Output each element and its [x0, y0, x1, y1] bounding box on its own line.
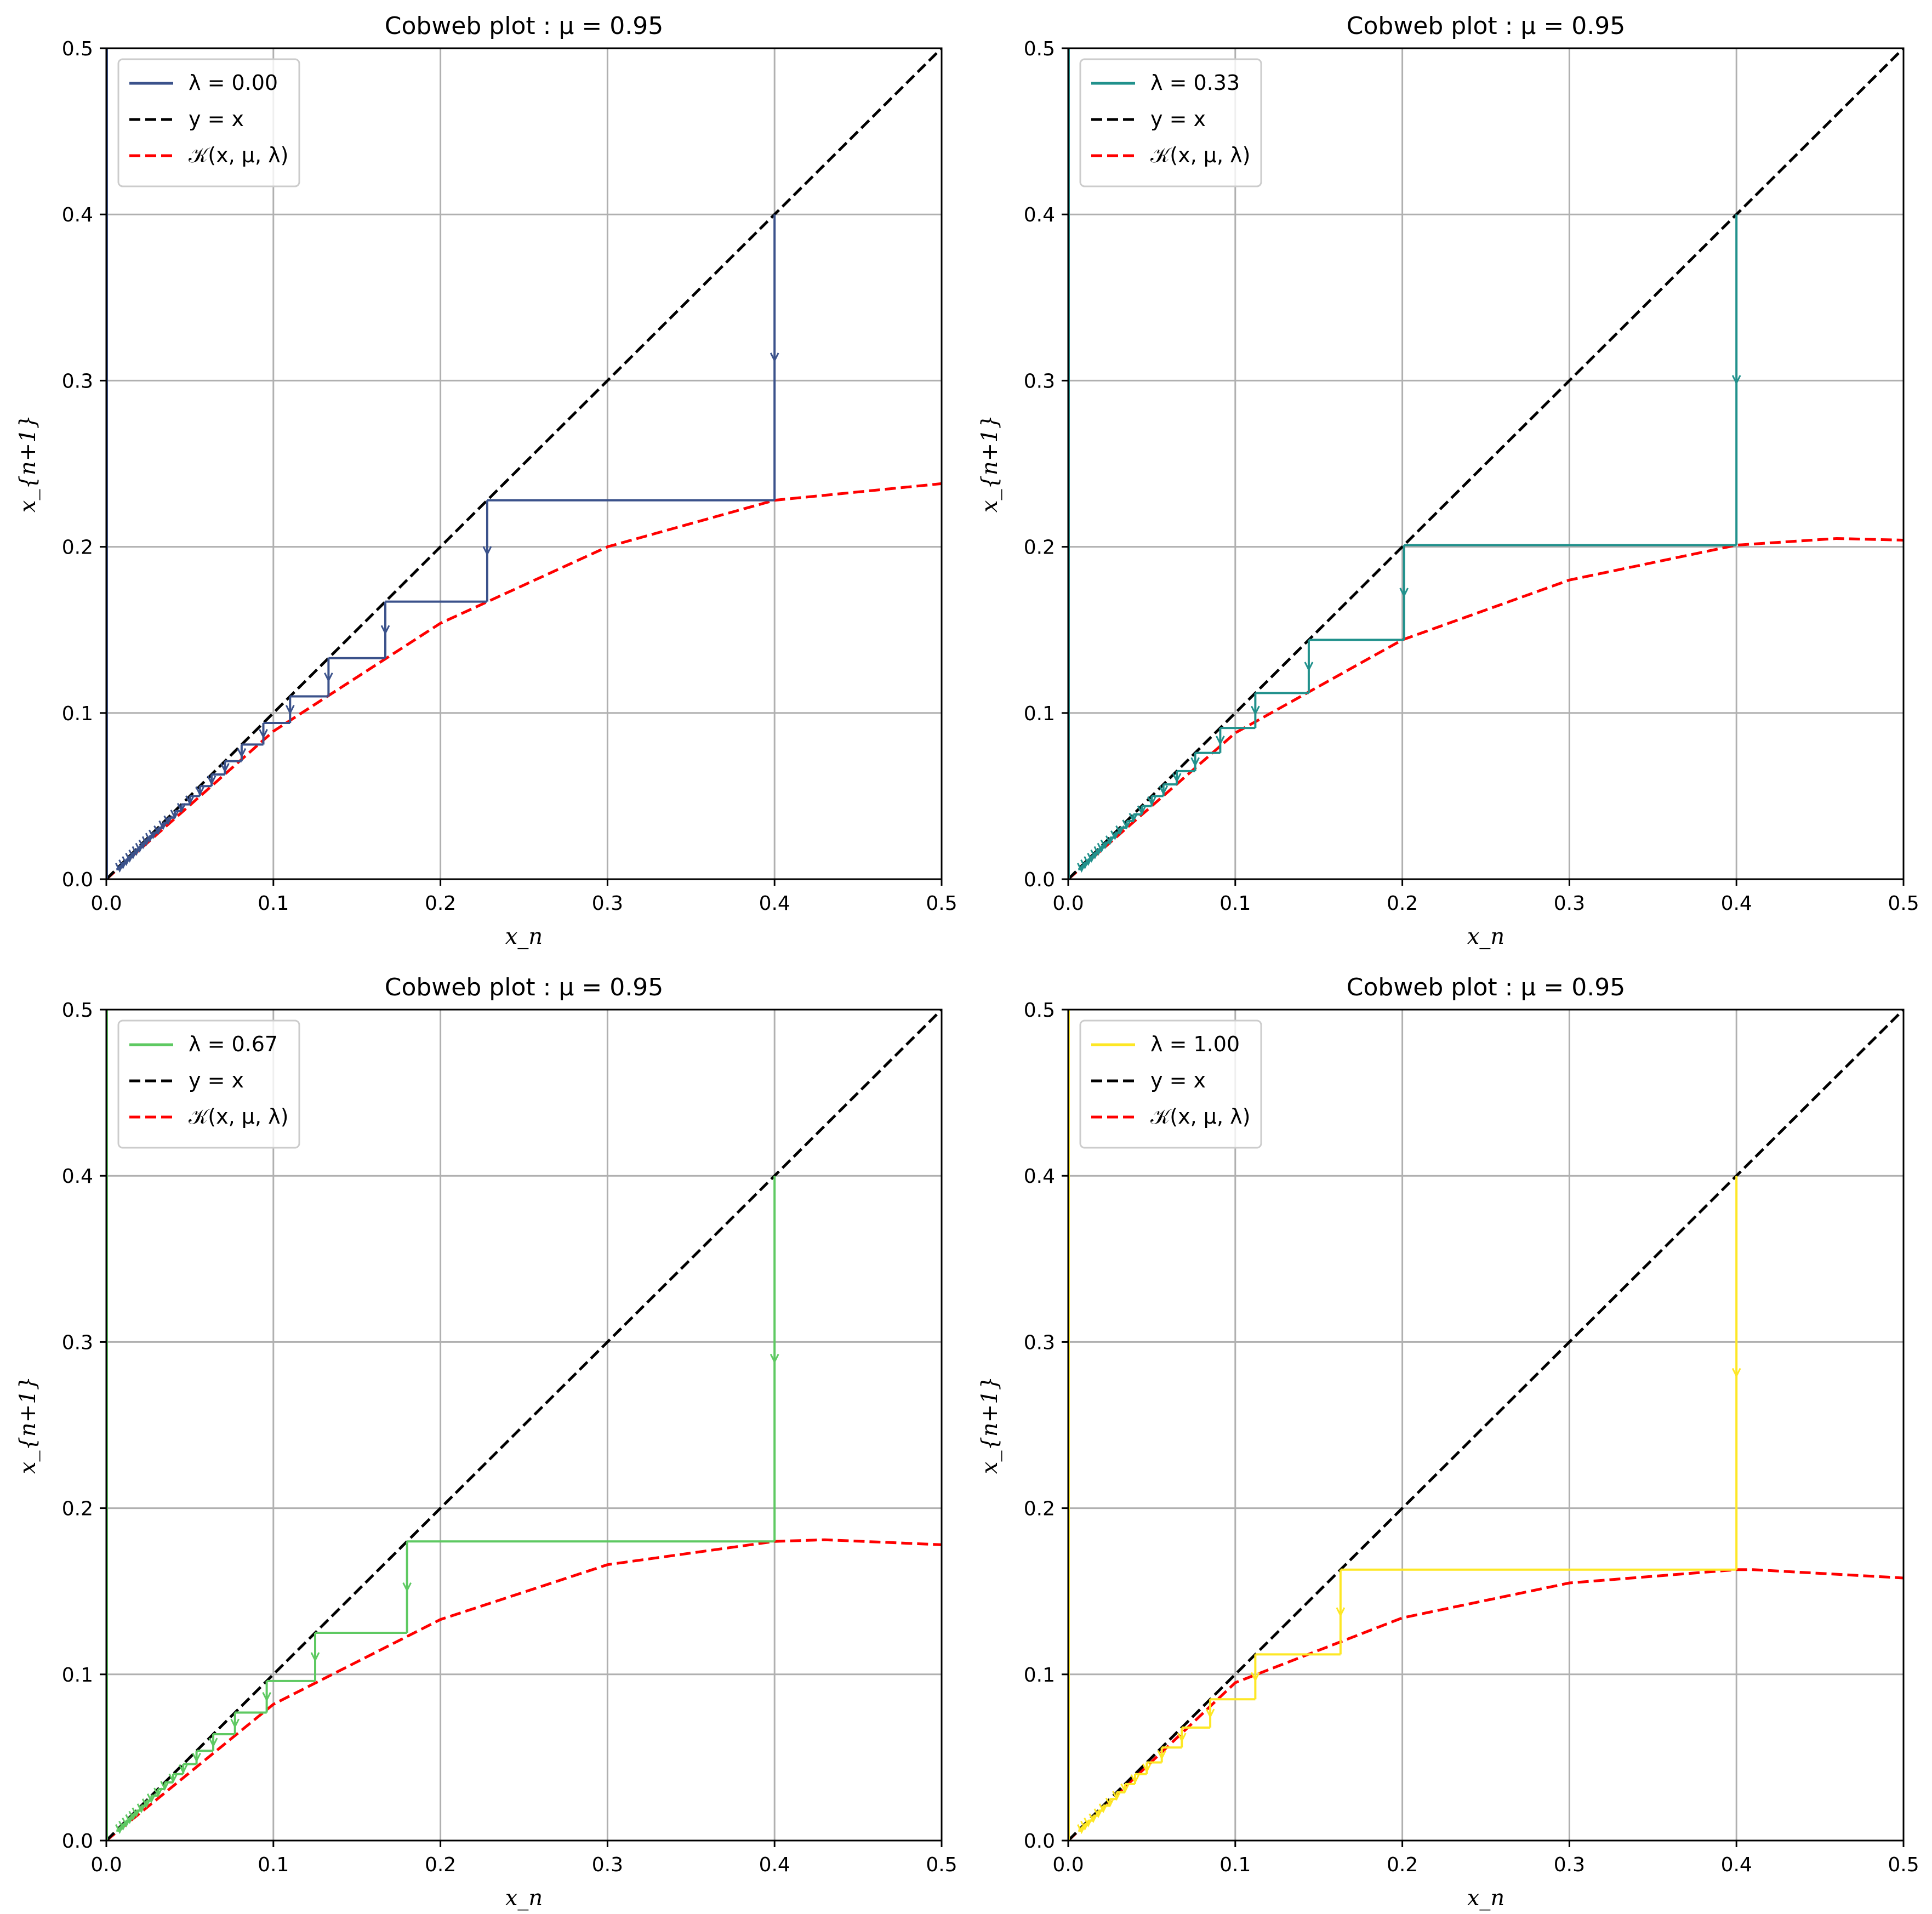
legend-label: λ = 1.00: [1150, 1032, 1240, 1056]
y-tick-label: 0.5: [62, 999, 93, 1022]
chart-title: Cobweb plot : μ = 0.95: [1347, 973, 1625, 1001]
x-tick-label: 0.0: [1052, 1854, 1084, 1876]
chart-title: Cobweb plot : μ = 0.95: [385, 973, 663, 1001]
y-tick-label: 0.2: [1024, 1498, 1055, 1520]
x-tick-label: 0.2: [1387, 1854, 1418, 1876]
y-tick-label: 0.1: [1024, 1664, 1055, 1687]
legend-label: λ = 0.33: [1150, 71, 1240, 95]
legend-label: 𝒦(x, μ, λ): [189, 143, 288, 167]
y-tick-label: 0.3: [62, 1331, 93, 1354]
x-tick-label: 0.2: [425, 892, 456, 915]
chart-panel-3: 0.0 0.1 0.2 0.3 0.4 0.5 0.0 0.1 0.2 0.3 0.4 0.5 Cobw…: [15, 973, 958, 1911]
y-tick-label: 0.5: [1024, 999, 1055, 1022]
plot-frame: [1067, 47, 1905, 880]
y-tick-label: 0.0: [62, 869, 93, 891]
map-curve-line: [1068, 1568, 1903, 1841]
map-curve-line: [106, 482, 942, 879]
identity-line: [1068, 48, 1903, 879]
x-axis-label: x_n: [505, 924, 543, 949]
legend-label: y = x: [189, 107, 244, 131]
x-tick-label: 0.2: [1387, 892, 1418, 915]
chart-title: Cobweb plot : μ = 0.95: [385, 12, 663, 40]
x-tick-label: 0.4: [759, 892, 790, 915]
x-tick-label: 0.3: [592, 1854, 623, 1876]
x-tick-label: 0.5: [1888, 892, 1919, 915]
map-curve-line: [106, 1538, 942, 1841]
y-tick-label: 0.2: [1024, 537, 1055, 559]
y-tick-label: 0.3: [62, 370, 93, 392]
identity-line: [1068, 1010, 1903, 1841]
x-tick-label: 0.1: [258, 1854, 289, 1876]
x-tick-label: 0.1: [1219, 892, 1251, 915]
y-tick-label: 0.0: [62, 1830, 93, 1853]
y-tick-label: 0.1: [62, 1664, 93, 1687]
legend-label: 𝒦(x, μ, λ): [1150, 143, 1250, 167]
legend-label: λ = 0.67: [189, 1032, 278, 1056]
legend-label: λ = 0.00: [189, 71, 278, 95]
legend: λ = 1.00 y = x 𝒦(x, μ, λ): [1079, 1019, 1262, 1149]
x-tick-label: 0.5: [926, 1854, 957, 1876]
x-axis-label: x_n: [1467, 1885, 1504, 1911]
x-axis-label: x_n: [505, 1885, 543, 1911]
y-axis-label: x_{n+1}: [977, 1376, 1002, 1474]
chart-panel-1: 0.0 0.1 0.2 0.3 0.4 0.5 0.0 0.1 0.2 0.3 0.4 0.5 Cobw…: [15, 12, 958, 949]
x-axis-label: x_n: [1467, 924, 1504, 949]
legend-label: y = x: [189, 1068, 244, 1092]
x-tick-label: 0.4: [1721, 892, 1752, 915]
y-axis-label: x_{n+1}: [15, 1376, 41, 1474]
y-tick-label: 0.4: [62, 204, 93, 226]
x-tick-label: 0.3: [1554, 892, 1585, 915]
x-tick-label: 0.5: [926, 892, 957, 915]
legend-label: 𝒦(x, μ, λ): [1150, 1104, 1250, 1129]
legend-label: 𝒦(x, μ, λ): [189, 1104, 288, 1129]
chart-panel-4: 0.0 0.1 0.2 0.3 0.4 0.5 0.0 0.1 0.2 0.3 0.4 0.5 Cobw…: [977, 973, 1919, 1911]
chart-title: Cobweb plot : μ = 0.95: [1347, 12, 1625, 40]
identity-line: [106, 1010, 942, 1841]
x-tick-label: 0.0: [90, 892, 122, 915]
x-tick-label: 0.3: [592, 892, 623, 915]
y-tick-label: 0.5: [1024, 38, 1055, 60]
legend-label: y = x: [1150, 1068, 1206, 1092]
legend: λ = 0.67 y = x 𝒦(x, μ, λ): [117, 1019, 300, 1149]
legend: λ = 0.33 y = x 𝒦(x, μ, λ): [1079, 58, 1262, 187]
plot-frame: [105, 1009, 943, 1842]
x-tick-label: 0.4: [759, 1854, 790, 1876]
chart-panel-2: 0.0 0.1 0.2 0.3 0.4 0.5 0.0 0.1 0.2 0.3 0.4 0.5 Cobw…: [977, 12, 1919, 949]
y-tick-label: 0.0: [1024, 869, 1055, 891]
y-tick-label: 0.3: [1024, 1331, 1055, 1354]
y-tick-label: 0.4: [62, 1165, 93, 1188]
identity-line: [106, 48, 942, 879]
x-tick-label: 0.4: [1721, 1854, 1752, 1876]
plot-frame: [1067, 1009, 1905, 1842]
map-curve-line: [1068, 537, 1903, 879]
x-tick-label: 0.0: [1052, 892, 1084, 915]
y-tick-label: 0.5: [62, 38, 93, 60]
x-tick-label: 0.2: [425, 1854, 456, 1876]
legend-label: y = x: [1150, 107, 1206, 131]
y-tick-label: 0.2: [62, 1498, 93, 1520]
x-tick-label: 0.1: [258, 892, 289, 915]
y-tick-label: 0.0: [1024, 1830, 1055, 1853]
y-tick-label: 0.1: [62, 703, 93, 725]
x-tick-label: 0.1: [1219, 1854, 1251, 1876]
x-tick-label: 0.0: [90, 1854, 122, 1876]
y-axis-label: x_{n+1}: [15, 415, 41, 512]
y-tick-label: 0.4: [1024, 204, 1055, 226]
y-tick-label: 0.4: [1024, 1165, 1055, 1188]
y-tick-label: 0.1: [1024, 703, 1055, 725]
legend: λ = 0.00 y = x 𝒦(x, μ, λ): [117, 58, 300, 187]
y-axis-label: x_{n+1}: [977, 415, 1002, 512]
y-tick-label: 0.3: [1024, 370, 1055, 392]
x-tick-label: 0.5: [1888, 1854, 1919, 1876]
plot-frame: [105, 47, 943, 880]
y-tick-label: 0.2: [62, 537, 93, 559]
x-tick-label: 0.3: [1554, 1854, 1585, 1876]
